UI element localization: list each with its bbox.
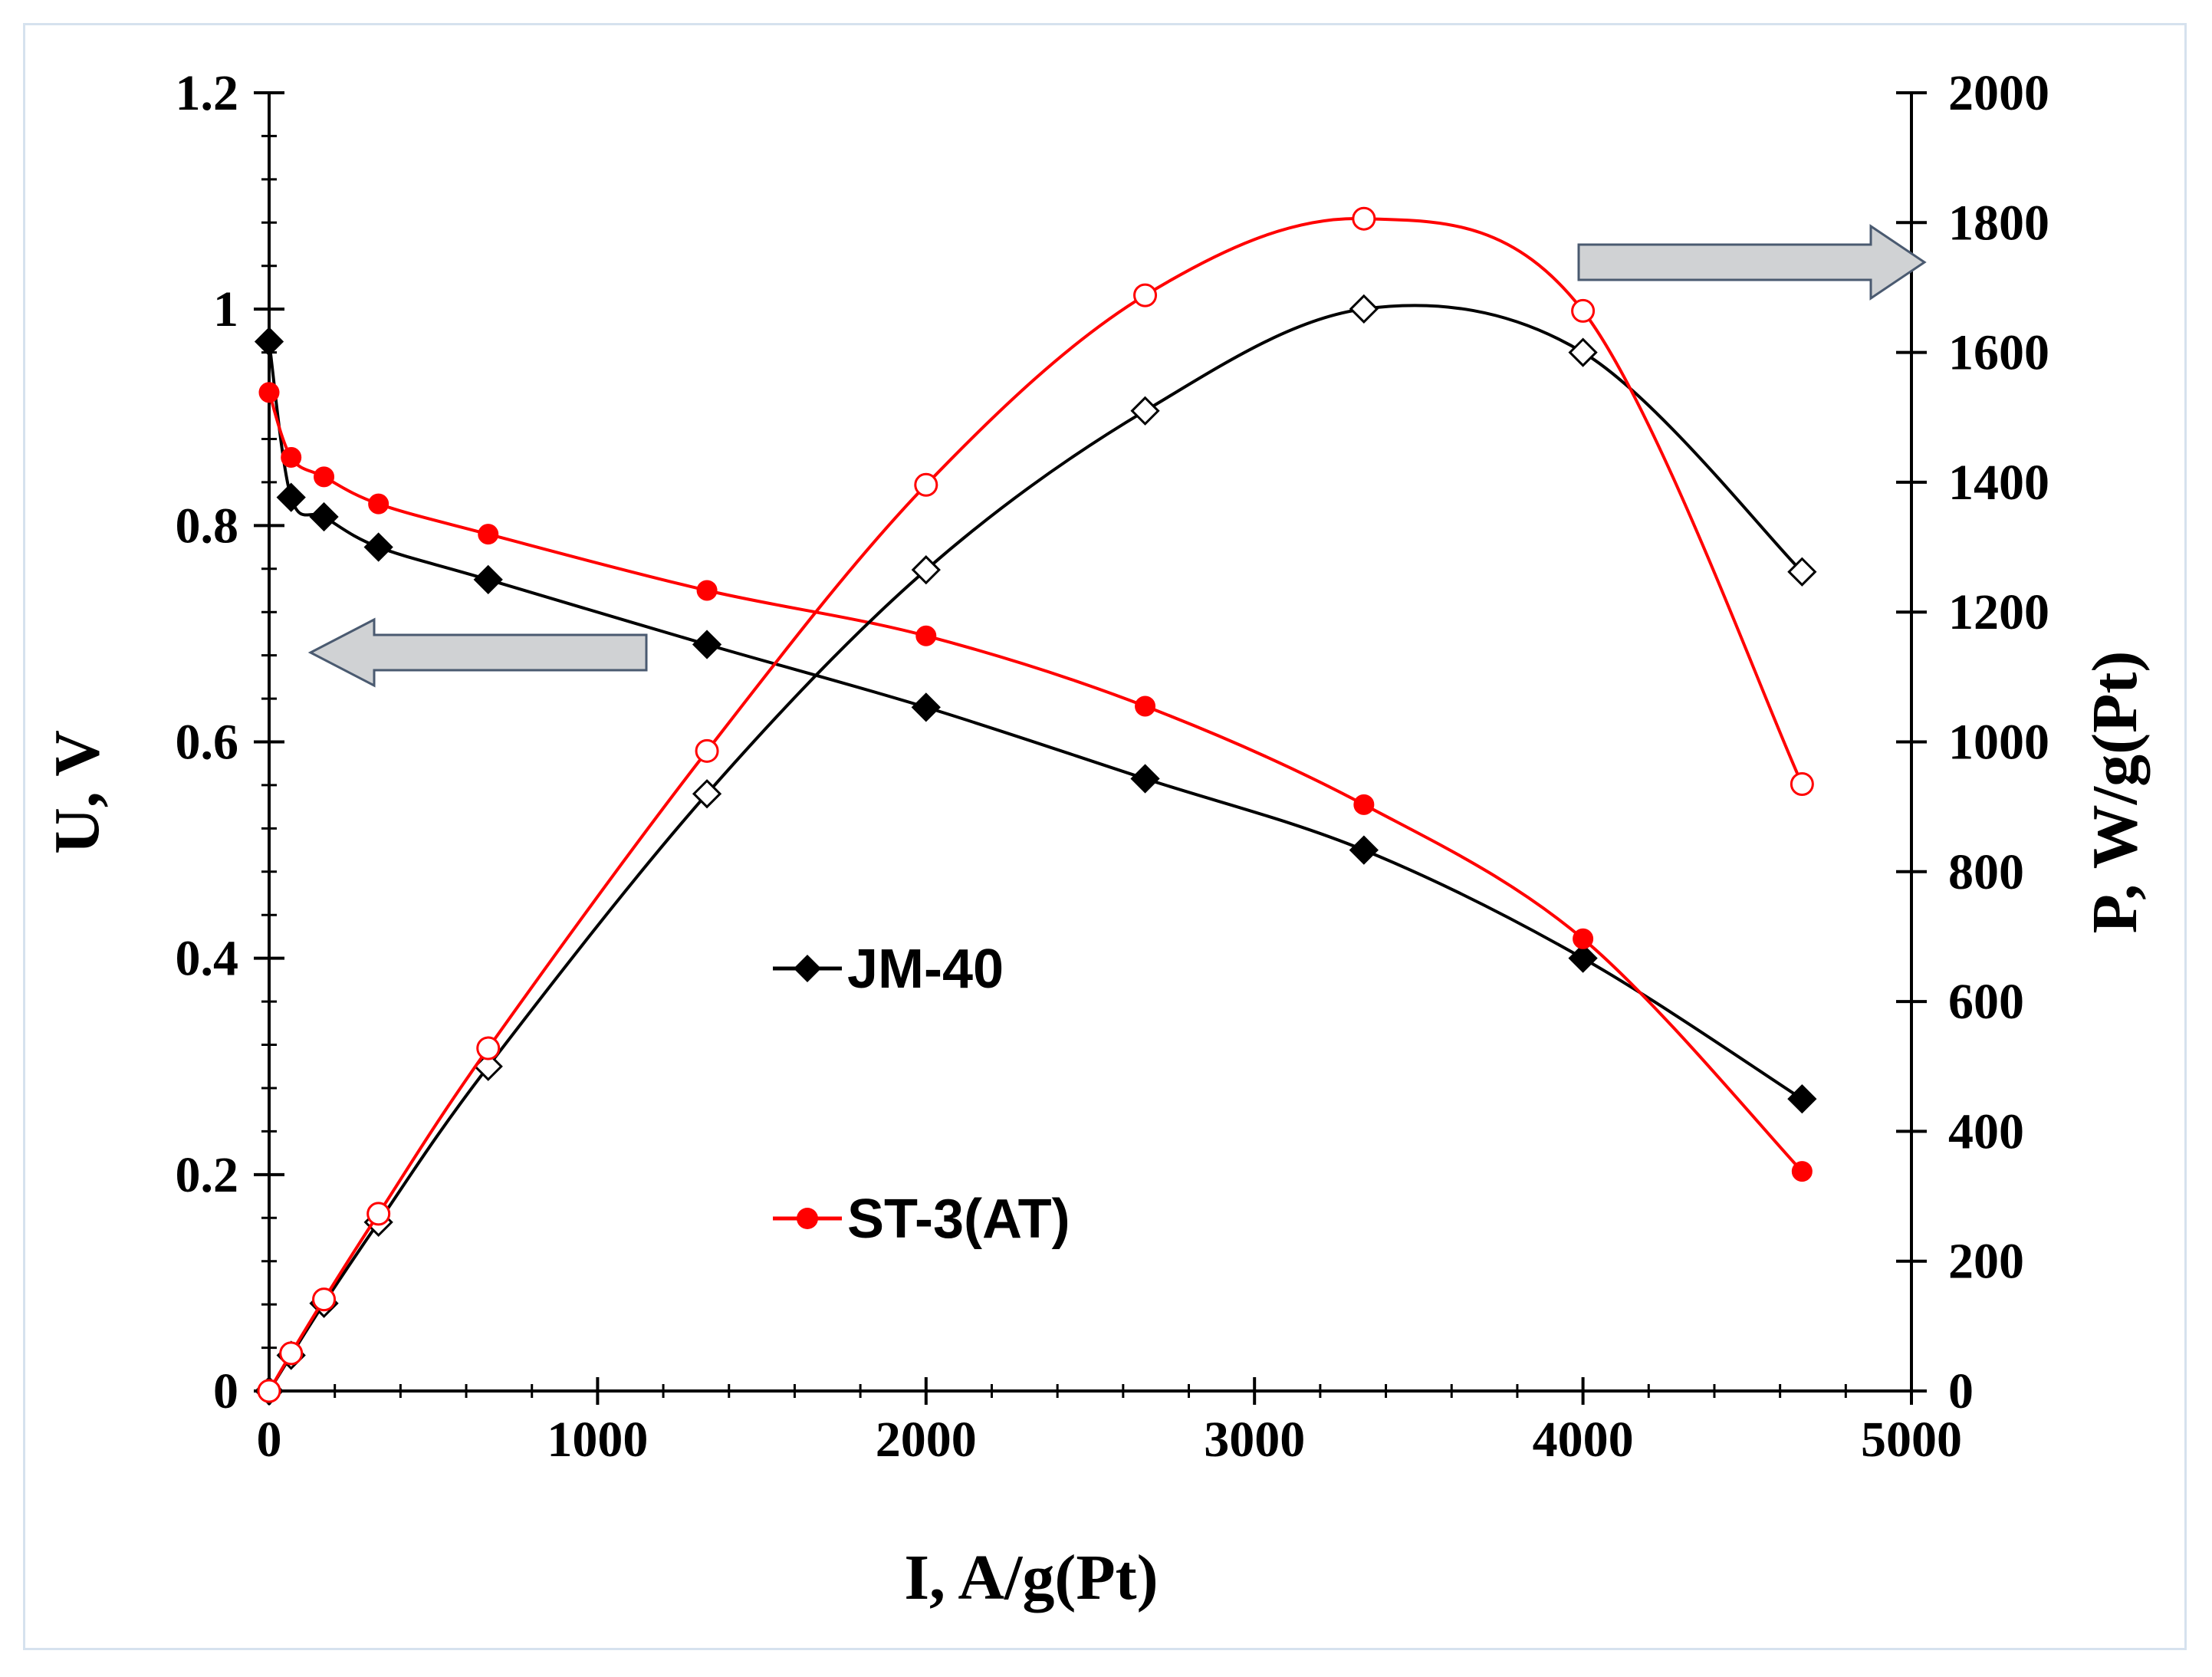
data-point-st-3-at-	[368, 493, 389, 515]
data-point-st-3-at-power	[312, 1287, 337, 1312]
x-tick-label: 0	[257, 1412, 282, 1468]
y-left-tick-label: 0.2	[176, 1147, 239, 1203]
data-point-jm-40	[1130, 764, 1160, 794]
y-left-tick-label: 0	[213, 1363, 238, 1419]
data-point-st-3-at-power	[279, 1341, 304, 1366]
y-right-tick-label: 2000	[1948, 65, 2049, 121]
data-point-st-3-at-power	[1133, 283, 1158, 307]
data-point-st-3-at-	[258, 382, 280, 403]
data-point-st-3-at-	[1791, 1161, 1813, 1182]
data-point-jm-40	[1349, 835, 1379, 865]
y-left-tick-label: 0.4	[176, 931, 239, 987]
polarization-power-chart: 0 1000 2000 3000 4000 500000.20.40.60.811.202…	[41, 65, 2151, 1613]
y-right-tick-label: 0	[1948, 1363, 1974, 1419]
series-line-jm-40-power	[268, 304, 1803, 1393]
y-left-tick-label: 0.8	[176, 498, 239, 554]
data-point-st-3-at-	[281, 446, 302, 468]
data-point-jm-40-power	[911, 555, 941, 585]
data-point-st-3-at-	[1135, 695, 1156, 717]
y-right-tick-label: 1200	[1948, 584, 2049, 640]
data-point-jm-40	[911, 692, 941, 722]
y-left-tick-label: 1.2	[176, 65, 239, 121]
data-point-st-3-at-power	[257, 1379, 281, 1403]
legend-item-st3: ST-3(AT)	[773, 1189, 1070, 1250]
data-point-st-3-at-power	[914, 472, 938, 497]
data-point-st-3-at-	[696, 580, 718, 601]
left-axis-arrow-icon	[307, 617, 648, 688]
y-right-tick-label: 600	[1948, 974, 2024, 1030]
data-point-st-3-at-power	[695, 738, 719, 763]
legend-marker-st3	[797, 1208, 818, 1229]
legend-marker-jm40	[794, 955, 821, 982]
x-tick-label: 4000	[1533, 1412, 1634, 1468]
legend: JM-40 ST-3(AT)	[773, 939, 1070, 1250]
data-point-st-3-at-power	[366, 1202, 391, 1226]
y-right-tick-label: 1000	[1948, 715, 2049, 771]
data-point-st-3-at-power	[1352, 206, 1376, 231]
y-left-tick-label: 1	[213, 281, 238, 337]
data-point-jm-40	[1568, 943, 1598, 973]
y-right-tick-label: 800	[1948, 844, 2024, 900]
data-point-jm-40-power	[1349, 294, 1379, 324]
data-point-jm-40	[1787, 1083, 1817, 1114]
data-point-jm-40	[276, 482, 306, 512]
data-point-jm-40-power	[1130, 396, 1160, 426]
y-right-tick-label: 1800	[1948, 195, 2049, 251]
data-point-st-3-at-	[1573, 928, 1594, 949]
data-point-st-3-at-power	[1571, 298, 1596, 323]
series-line-jm-40	[268, 341, 1803, 1100]
data-point-st-3-at-power	[476, 1036, 501, 1060]
y-axis-left-title: U, V	[41, 730, 113, 854]
data-point-jm-40	[254, 327, 284, 357]
legend-label-jm40: JM-40	[847, 939, 1004, 1000]
y-left-tick-label: 0.6	[176, 715, 239, 771]
y-right-tick-label: 1400	[1948, 455, 2049, 511]
chart-frame: 0 1000 2000 3000 4000 5000 0 0.2 0.4 0.6 0.8 1 1.2 0 2…	[23, 23, 2187, 1650]
data-point-jm-40	[692, 630, 722, 659]
data-point-jm-40	[309, 501, 339, 532]
data-point-st-3-at-	[1353, 794, 1375, 815]
data-point-jm-40-power	[1568, 337, 1598, 367]
y-right-tick-label: 400	[1948, 1103, 2024, 1159]
y-right-tick-label: 200	[1948, 1234, 2024, 1290]
data-point-st-3-at-	[478, 524, 499, 545]
data-point-jm-40-power	[692, 779, 722, 809]
data-point-st-3-at-power	[1790, 772, 1814, 797]
x-tick-label: 5000	[1861, 1412, 1962, 1468]
data-point-st-3-at-	[314, 466, 335, 488]
x-tick-label: 2000	[876, 1412, 977, 1468]
y-right-tick-label: 1600	[1948, 325, 2049, 381]
legend-item-jm40: JM-40	[773, 939, 1004, 1000]
x-axis-title: I, A/g(Pt)	[904, 1542, 1158, 1613]
series-line-st-3-at-power	[268, 217, 1804, 1393]
data-point-jm-40-power	[1787, 557, 1817, 587]
data-point-st-3-at-	[915, 625, 937, 646]
data-point-jm-40	[363, 532, 393, 562]
x-tick-label: 1000	[547, 1412, 648, 1468]
y-axis-right-title: P, W/g(Pt)	[2079, 651, 2151, 934]
x-tick-label: 3000	[1204, 1412, 1305, 1468]
legend-label-st3: ST-3(AT)	[847, 1189, 1070, 1250]
series-line-st-3-at-	[268, 392, 1803, 1172]
right-axis-arrow-icon	[1577, 224, 1927, 301]
data-point-jm-40	[473, 564, 503, 594]
